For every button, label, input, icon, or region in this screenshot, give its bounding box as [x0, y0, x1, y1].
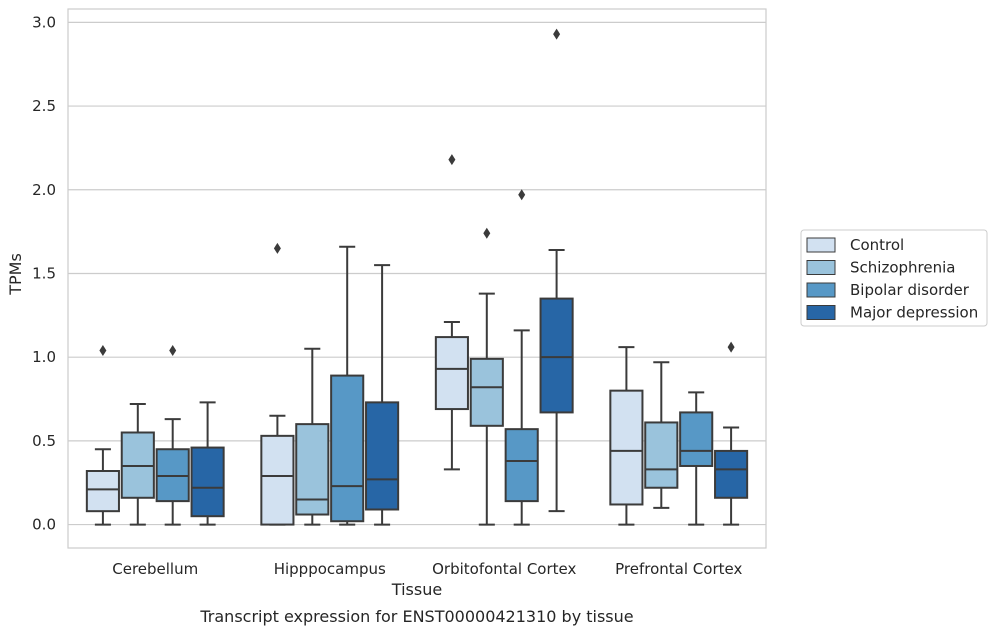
box-body [190, 446, 225, 518]
box-body [504, 428, 539, 503]
x-tick-label: Orbitofontal Cortex [432, 560, 576, 578]
box-mark [85, 344, 120, 526]
box-mark [260, 242, 295, 526]
box-body [714, 449, 749, 499]
box-mark [190, 401, 225, 526]
box-mark [539, 28, 574, 513]
y-tick-label: 3.0 [32, 13, 56, 31]
box-body [469, 357, 504, 427]
box-mark [469, 227, 504, 526]
grid-lines [68, 21, 766, 526]
outlier-point [273, 242, 281, 254]
box-body [434, 336, 469, 411]
y-tick-label: 2.5 [32, 97, 56, 115]
box-body [644, 421, 679, 489]
box-mark [155, 344, 190, 526]
box-body [539, 297, 574, 414]
y-tick-label: 0.5 [32, 432, 56, 450]
legend-swatch [806, 305, 836, 320]
x-tick-label: Prefrontal Cortex [615, 560, 742, 578]
plot-frame [67, 8, 767, 549]
legend-label: Major depression [850, 304, 978, 322]
chart-caption: Transcript expression for ENST0000042131… [199, 607, 633, 626]
box-mark [365, 264, 400, 526]
box-mark [679, 391, 714, 526]
box-body [260, 434, 295, 526]
legend-swatch [806, 282, 836, 298]
outlier-point [169, 344, 177, 356]
box-mark [434, 154, 469, 471]
outlier-point [727, 341, 735, 353]
outlier-point [448, 154, 456, 166]
box-mark [120, 403, 155, 526]
x-tick-labels: Cerebellum Hipppocampus Orbitofontal Corte… [112, 560, 742, 578]
outlier-point [553, 28, 561, 40]
y-tick-label: 0.0 [32, 516, 56, 534]
box-body [365, 401, 400, 511]
box-body [330, 374, 365, 523]
box-mark [714, 341, 749, 526]
outlier-point [483, 227, 491, 239]
box-body [295, 423, 330, 516]
y-tick-labels: 0.0 0.5 1.0 1.5 2.0 2.5 3.0 [32, 13, 56, 533]
box-mark [330, 245, 365, 526]
legend-label: Schizophrenia [850, 259, 955, 277]
legend-swatch [806, 237, 836, 253]
box-mark [644, 361, 679, 509]
y-tick-label: 1.5 [32, 264, 56, 282]
y-tick-label: 1.0 [32, 348, 56, 366]
legend: Control Schizophrenia Bipolar disorder Majo… [800, 229, 988, 327]
y-tick-label: 2.0 [32, 181, 56, 199]
x-axis-label: Tissue [391, 580, 442, 599]
box-mark [609, 346, 644, 526]
legend-label: Control [850, 236, 904, 254]
box-groups [85, 28, 749, 526]
box-body [679, 411, 714, 467]
outlier-point [99, 344, 107, 356]
legend-swatch [806, 260, 836, 275]
outlier-point [518, 189, 526, 201]
y-axis-label: TPMs [6, 253, 25, 296]
box-mark [504, 189, 539, 526]
x-tick-label: Cerebellum [112, 560, 198, 578]
x-tick-label: Hipppocampus [274, 560, 386, 578]
legend-label: Bipolar disorder [850, 281, 970, 299]
legend-frame [800, 229, 988, 327]
box-mark [295, 347, 330, 526]
box-body [609, 389, 644, 506]
box-body [85, 470, 120, 513]
